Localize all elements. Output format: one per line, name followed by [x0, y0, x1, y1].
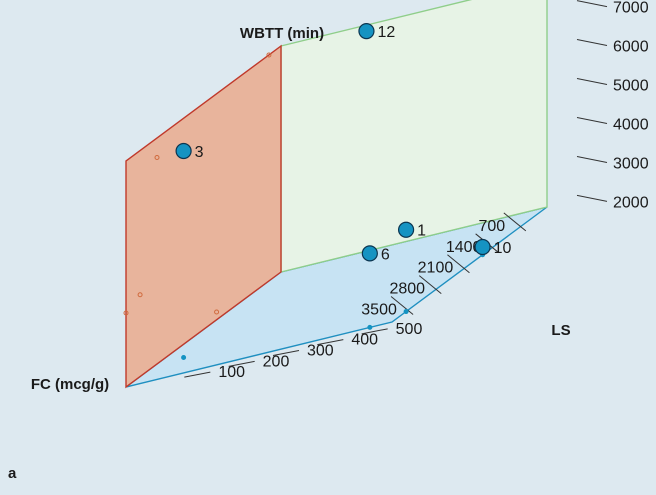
- wbtt-tick-label: 5000: [613, 78, 649, 95]
- ls-tick-mark: [184, 371, 211, 378]
- ls-tick-mark: [317, 339, 344, 346]
- fc-tick-mark: [447, 254, 470, 274]
- wbtt-tick-mark: [576, 116, 608, 124]
- point-projection-wall: [137, 292, 143, 298]
- wbtt-tick-mark: [576, 0, 608, 8]
- ls-tick-label: 200: [263, 353, 290, 370]
- ls-tick-mark: [361, 328, 388, 335]
- ls-tick-label: 300: [307, 343, 334, 360]
- fc-axis-title: FC (mcg/g): [31, 376, 109, 393]
- wbtt-tick-mark: [576, 39, 608, 47]
- data-point-label: 3: [195, 144, 204, 161]
- data-point: [358, 23, 375, 40]
- point-projection-wall: [154, 154, 160, 160]
- data-point-label: 10: [494, 240, 512, 257]
- data-point-label: 1: [417, 223, 426, 240]
- chart-walls: [125, 0, 548, 389]
- left-wall-plane: [125, 44, 282, 389]
- ls-tick-mark: [228, 360, 255, 367]
- fc-tick-mark: [503, 212, 527, 232]
- ls-tick-mark: [272, 350, 300, 356]
- ls-tick-label: 100: [218, 364, 245, 381]
- fc-tick-label: 700: [478, 218, 505, 235]
- point-projection-floor: [181, 355, 187, 360]
- wbtt-tick-label: 6000: [613, 39, 649, 56]
- ls-tick-label: 500: [396, 321, 423, 338]
- fc-tick-mark: [418, 275, 442, 295]
- point-projection-wall: [123, 310, 129, 316]
- point-projection-wall: [266, 52, 272, 58]
- data-point-label: 12: [377, 24, 395, 41]
- wbtt-axis-title: WBTT (min): [240, 25, 324, 42]
- wbtt-tick-label: 3000: [613, 155, 649, 172]
- point-projection-floor: [403, 309, 409, 315]
- point-projection-wall: [214, 309, 220, 315]
- data-point: [397, 221, 415, 238]
- data-point: [361, 245, 378, 262]
- fc-tick-label: 1400: [446, 239, 482, 256]
- fc-tick-label: 2100: [418, 260, 454, 277]
- panel-label: a: [8, 465, 17, 482]
- axis-ticks: 700 1400 2100 2800 3500 100 200 300 400 500 2000 30…: [184, 0, 649, 381]
- ls-axis-title: LS: [551, 322, 570, 339]
- wbtt-tick-mark: [576, 78, 608, 86]
- data-point: [175, 142, 192, 160]
- fc-tick-label: 3500: [361, 302, 397, 319]
- data-point-label: 6: [381, 246, 390, 263]
- data-points: 12 3 1 6 10: [175, 23, 512, 263]
- fc-tick-mark: [390, 296, 414, 315]
- wbtt-tick-label: 2000: [613, 194, 649, 211]
- fc-tick-label: 2800: [389, 281, 425, 298]
- wbtt-tick-label: 7000: [613, 0, 649, 17]
- wbtt-tick-mark: [576, 194, 608, 202]
- point-projection-floor: [367, 324, 373, 330]
- wbtt-tick-label: 4000: [613, 116, 649, 133]
- data-point: [474, 238, 491, 256]
- ls-tick-label: 400: [351, 332, 378, 349]
- wbtt-tick-mark: [576, 155, 608, 163]
